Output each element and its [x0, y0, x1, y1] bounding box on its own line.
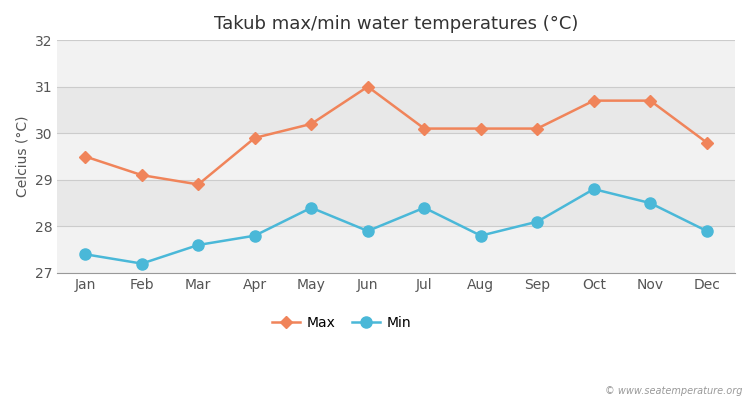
Legend: Max, Min: Max, Min [266, 310, 417, 335]
Bar [57, 87, 735, 133]
Y-axis label: Celcius (°C): Celcius (°C) [15, 116, 29, 197]
Text: © www.seatemperature.org: © www.seatemperature.org [605, 386, 742, 396]
Bar [57, 40, 735, 87]
Bar [57, 180, 735, 226]
Bar [57, 133, 735, 180]
Bar [57, 226, 735, 273]
Title: Takub max/min water temperatures (°C): Takub max/min water temperatures (°C) [214, 15, 578, 33]
